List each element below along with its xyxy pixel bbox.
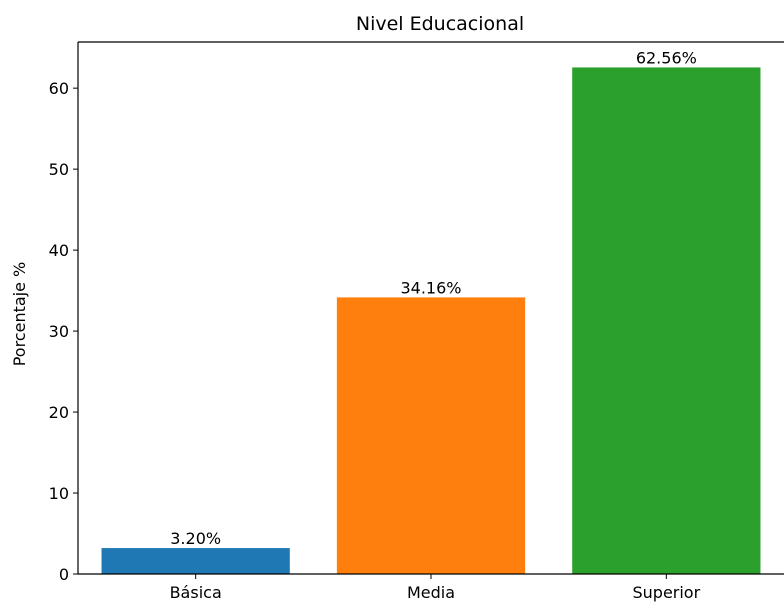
- y-tick-label-7: 60: [49, 79, 69, 98]
- bar-value-label-3: 62.56%: [636, 48, 697, 67]
- plot-area: 3.20% Básica 34.16% Media 62.56% Superior 0 10 2…: [49, 41, 784, 602]
- chart-title: Nivel Educacional: [356, 13, 524, 35]
- bar-value-label-2: 34.16%: [400, 278, 461, 297]
- y-tick-label-2: 10: [49, 484, 69, 503]
- y-tick-label-1: 0: [59, 565, 69, 584]
- y-tick-label-5: 40: [49, 241, 69, 260]
- bar-1: [101, 548, 290, 574]
- y-tick-label-3: 20: [49, 403, 69, 422]
- y-axis-label: Porcentaje %: [10, 262, 29, 367]
- x-tick-label-1: Básica: [170, 583, 222, 602]
- bar-value-label-1: 3.20%: [170, 529, 221, 548]
- x-tick-label-2: Media: [407, 583, 455, 602]
- bar-2: [336, 297, 526, 574]
- y-tick-label-6: 50: [49, 160, 69, 179]
- y-tick-label-4: 30: [49, 322, 69, 341]
- bar-3: [572, 67, 761, 574]
- x-tick-label-3: Superior: [632, 583, 700, 602]
